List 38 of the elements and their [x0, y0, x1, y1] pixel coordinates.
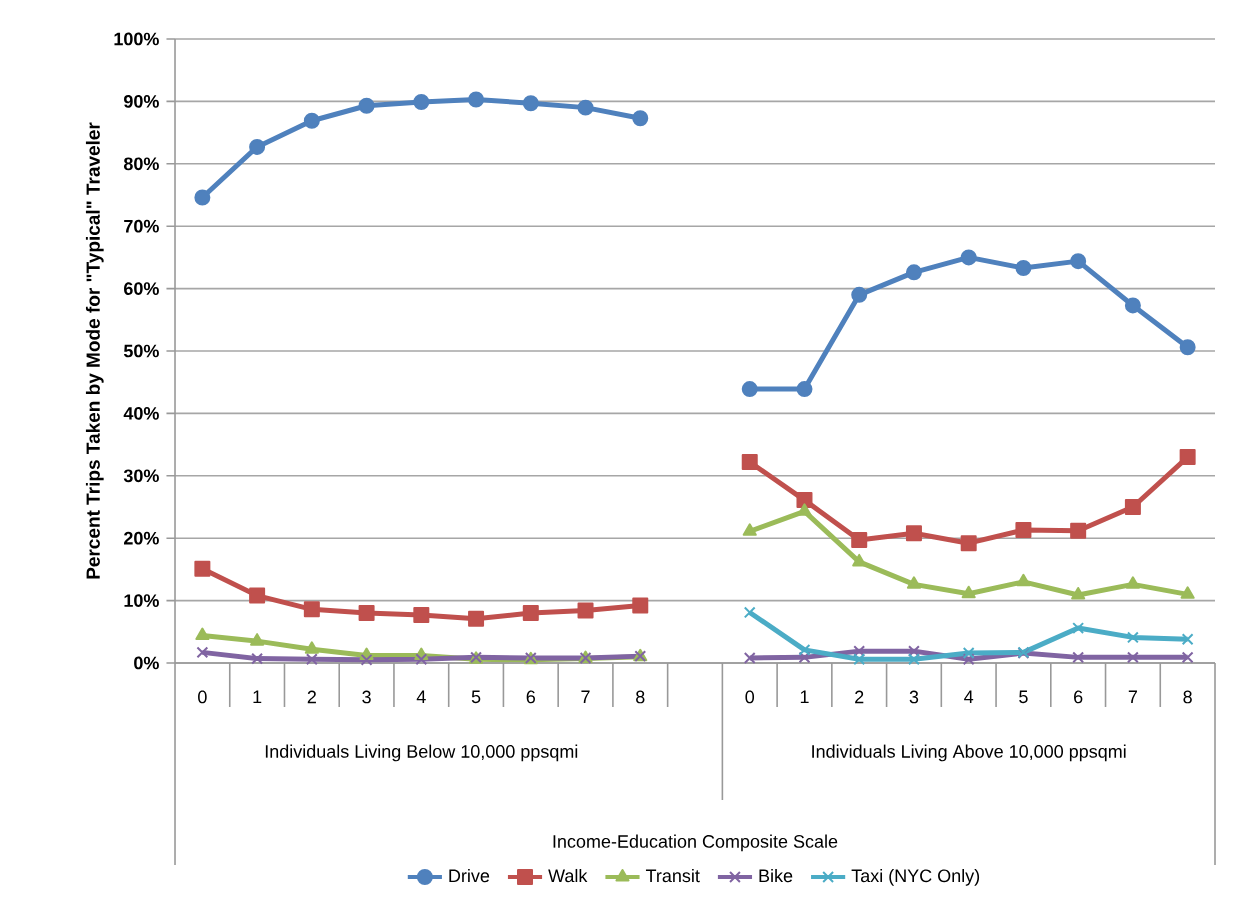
y-tick-label: 30%	[123, 469, 159, 483]
y-tick-label: 50%	[123, 344, 159, 358]
y-tick-label: 100%	[114, 32, 159, 46]
y-tick-label: 90%	[124, 95, 159, 108]
x-tick-label: 8	[1183, 690, 1192, 704]
x-tick-label: 0	[198, 690, 207, 704]
legend-label: Walk	[548, 868, 588, 883]
x-tick-label: 7	[581, 690, 590, 703]
x-tick-label: 5	[1019, 690, 1028, 704]
y-tick-label: 60%	[124, 282, 159, 295]
legend-label: Bike	[759, 868, 793, 883]
x-tick-label: 2	[307, 690, 316, 704]
x-tick-label: 3	[362, 690, 371, 704]
x-tick-label: 5	[471, 690, 481, 704]
text: Income-Education Composite Scale	[553, 834, 838, 852]
y-tick-label: 10%	[124, 594, 159, 607]
y-tick-label: 40%	[123, 407, 159, 420]
x-tick-label: 1	[800, 690, 809, 703]
y-tick-label: 70%	[124, 219, 159, 233]
y-tick-label: 80%	[123, 157, 159, 171]
x-tick-label: 8	[636, 690, 645, 704]
x-tick-label: 4	[964, 690, 974, 703]
x-tick-label: 4	[416, 690, 426, 703]
y-tick-label: 0%	[134, 656, 159, 670]
x-tick-label: 6	[1074, 690, 1083, 704]
legend-label: Transit	[645, 868, 700, 883]
x-tick-label: 2	[855, 690, 864, 704]
text: Individuals Living Above 10,000 ppsqmi	[812, 744, 1126, 762]
legend-label: Taxi (NYC Only)	[851, 868, 980, 886]
y-tick-label: 20%	[124, 531, 159, 545]
x-tick-label: 0	[745, 690, 755, 704]
legend-label: Drive	[449, 868, 490, 883]
x-tick-label: 7	[1128, 690, 1137, 703]
x-tick-label: 3	[909, 690, 919, 704]
text: Individuals Living Below 10,000 ppsqmi	[265, 744, 578, 762]
y-axis-title: Percent Trips Taken by Mode for "Typical" Traveler	[85, 122, 104, 579]
x-tick-label: 1	[253, 690, 262, 703]
x-tick-label: 6	[526, 690, 536, 704]
